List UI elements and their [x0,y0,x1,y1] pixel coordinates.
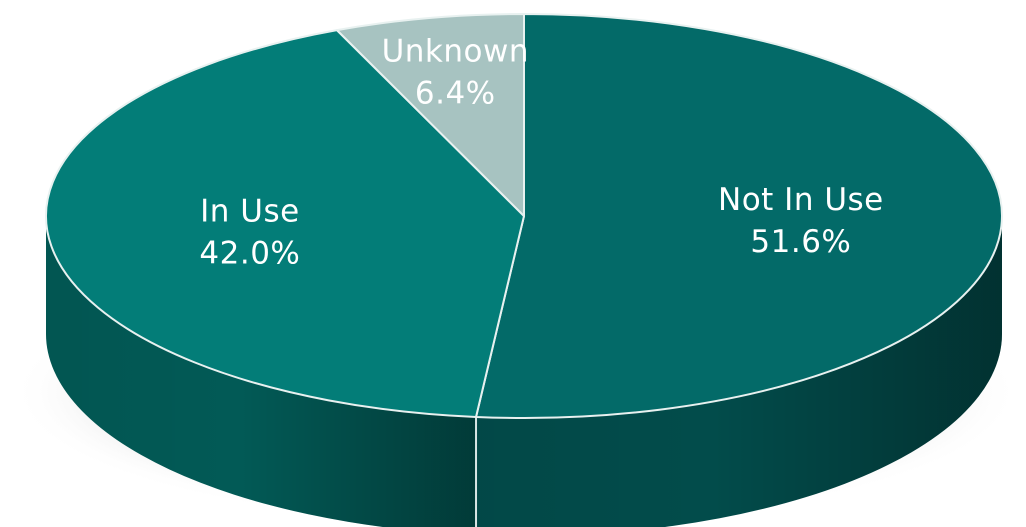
pie-sides [46,216,1002,527]
label-not-in-use: Not In Use [718,182,884,218]
value-label-not-in-use: 51.6% [750,224,851,260]
label-unknown: Unknown [382,33,529,69]
label-in-use: In Use [200,194,300,230]
value-label-unknown: 6.4% [415,75,496,111]
slice-in-use [45,29,525,418]
side-shade-in-use [46,216,477,527]
side-shade-not-in-use [476,216,1002,527]
slice-unknown [335,13,525,217]
pie-labels: Not In Use 51.6% In Use 42.0% Unknown 6.4% [199,33,883,271]
pie-tops [45,13,1003,419]
slice-not-in-use [475,13,1003,419]
value-label-in-use: 42.0% [199,236,300,272]
